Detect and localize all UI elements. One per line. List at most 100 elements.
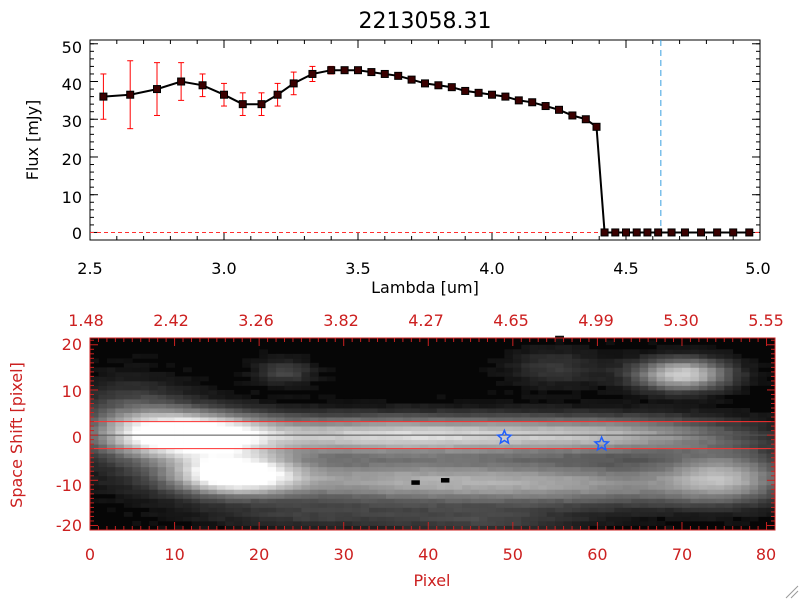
image-pixel (724, 511, 734, 517)
image-pixel (681, 349, 691, 355)
image-pixel (208, 498, 218, 504)
flux-data-point (729, 228, 738, 237)
image-pixel (665, 371, 674, 377)
image-pixel (766, 502, 776, 508)
spectrum-y-axis-label: Flux [mJy] (23, 100, 42, 181)
flux-data-point (367, 68, 376, 77)
image-pixel (572, 417, 581, 422)
image-pixel (369, 408, 378, 413)
image-pixel (470, 471, 480, 477)
image-pixel (546, 448, 556, 454)
image-pixel (605, 398, 615, 404)
image-pixel (233, 489, 243, 495)
image-pixel (521, 412, 531, 418)
image-pixel (487, 371, 497, 377)
image-top-tick-label: 2.42 (153, 311, 189, 330)
image-pixel (149, 507, 159, 513)
image-pixel (428, 448, 438, 454)
image-pixel (521, 389, 531, 395)
image-pixel (115, 435, 125, 441)
image-pixel (504, 493, 514, 499)
image-pixel (191, 466, 201, 472)
image-pixel (123, 489, 133, 495)
image-pixel (631, 489, 641, 495)
image-pixel (749, 471, 759, 477)
image-pixel (555, 380, 564, 386)
flux-data-point (528, 98, 537, 107)
image-pixel (681, 367, 691, 373)
flux-data-point (697, 228, 706, 237)
image-pixel (436, 484, 446, 490)
image-pixel (259, 489, 268, 495)
image-pixel (276, 462, 285, 468)
image-pixel (707, 426, 717, 432)
image-pixel (690, 426, 700, 432)
image-pixel (140, 480, 150, 486)
flux-data-point (273, 90, 282, 99)
image-pixel (166, 403, 175, 409)
image-pixel (512, 525, 522, 531)
image-pixel (453, 426, 463, 432)
image-pixel (123, 448, 133, 454)
image-pixel (563, 493, 573, 499)
image-pixel (614, 498, 624, 504)
image-pixel (732, 502, 742, 508)
image-pixel (106, 394, 116, 400)
image-pixel (360, 480, 370, 486)
image-pixel (326, 408, 336, 413)
image-pixel (538, 376, 548, 382)
image-pixel (242, 417, 252, 422)
image-pixel (665, 489, 674, 495)
image-pixel (495, 362, 505, 368)
image-pixel (402, 489, 412, 495)
image-pixel (749, 417, 759, 422)
image-pixel (276, 453, 285, 459)
image-pixel (318, 516, 328, 522)
image-pixel (504, 525, 514, 531)
image-pixel (419, 507, 429, 513)
image-pixel (690, 507, 700, 513)
image-pixel (639, 466, 649, 472)
image-pixel (766, 466, 776, 472)
image-pixel (715, 358, 725, 364)
image-pixel (284, 520, 294, 526)
image-pixel (521, 475, 531, 481)
image-pixel (555, 444, 564, 450)
dead-pixel (440, 478, 450, 483)
image-pixel (377, 507, 387, 513)
image-pixel (149, 520, 159, 526)
image-pixel (479, 398, 488, 404)
image-pixel (157, 408, 167, 413)
image-pixel (749, 453, 759, 459)
image-pixel (749, 475, 759, 481)
image-pixel (233, 426, 243, 432)
image-pixel (343, 398, 353, 404)
image-pixel (132, 417, 142, 422)
resize-grip-icon[interactable] (785, 585, 799, 599)
image-pixel (233, 453, 243, 459)
image-pixel (479, 484, 488, 490)
image-pixel (335, 403, 345, 409)
image-pixel (648, 376, 658, 382)
image-pixel (115, 498, 125, 504)
image-pixel (673, 502, 683, 508)
image-pixel (216, 394, 226, 400)
image-pixel (174, 511, 184, 517)
image-pixel (512, 457, 522, 463)
image-pixel (428, 493, 438, 499)
image-pixel (149, 471, 159, 477)
image-pixel (208, 484, 218, 490)
image-pixel (98, 389, 108, 395)
image-pixel (360, 516, 370, 522)
image-pixel (106, 484, 116, 490)
image-pixel (724, 408, 734, 413)
image-pixel (352, 408, 362, 413)
image-pixel (512, 367, 522, 373)
image-pixel (183, 489, 192, 495)
image-pixel (698, 344, 708, 350)
image-pixel (242, 498, 252, 504)
spectrum-y-tick-label: 40 (62, 75, 82, 94)
image-pixel (90, 489, 99, 495)
image-pixel (639, 439, 649, 445)
image-pixel (749, 457, 759, 463)
